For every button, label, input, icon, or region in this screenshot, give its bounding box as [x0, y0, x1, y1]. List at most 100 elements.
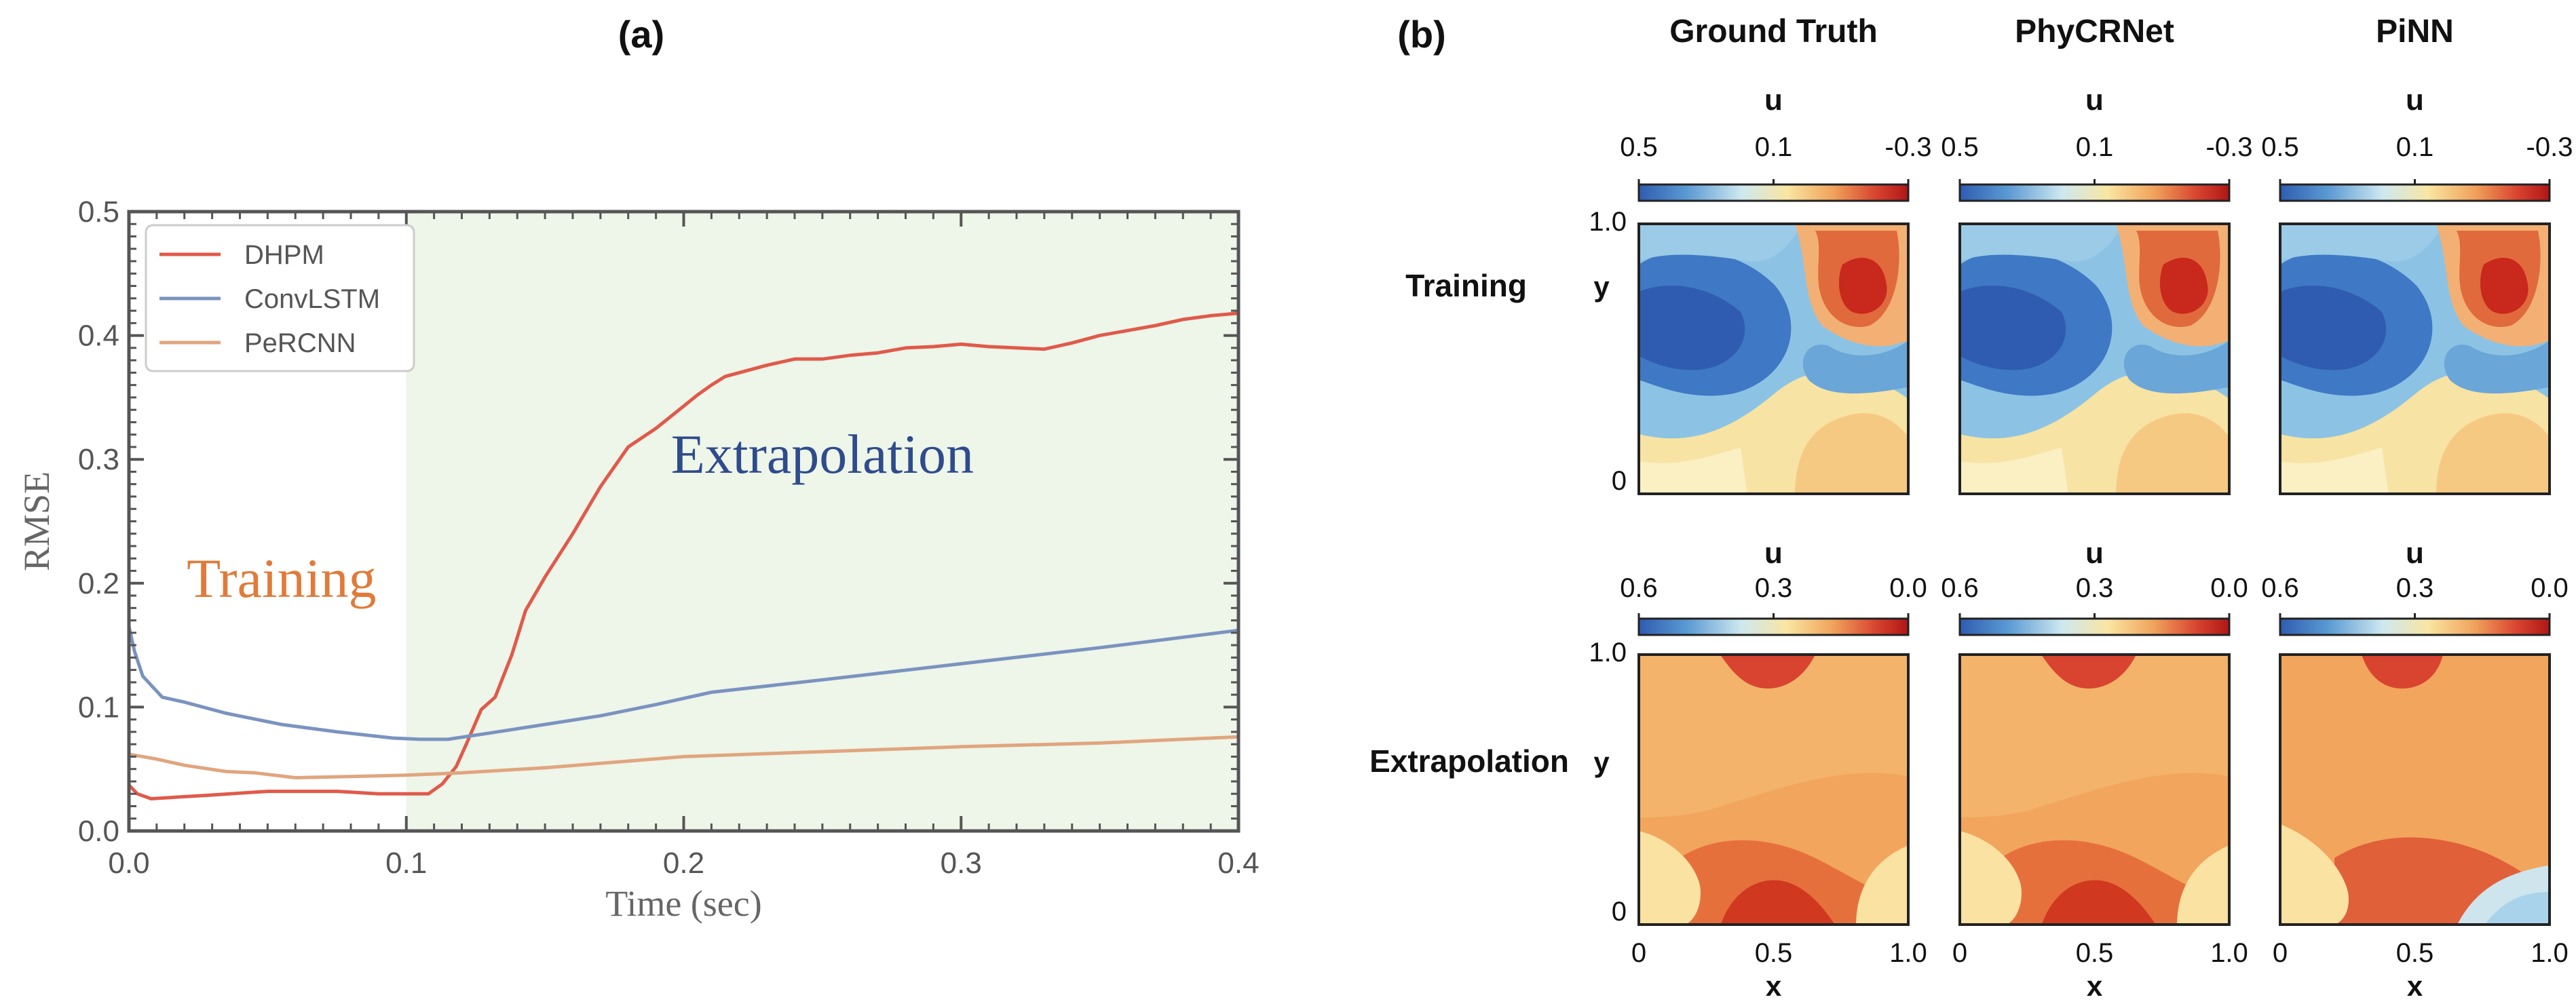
legend-box: [145, 224, 415, 372]
field-plot-1-0: [1637, 653, 1910, 926]
x-tick-label: 0: [1631, 938, 1646, 968]
colorbar-tick-label: 0.6: [2261, 573, 2299, 603]
field-frame: [1958, 653, 2231, 926]
colorbar: [2279, 617, 2551, 636]
colorbar-title: u: [1764, 83, 1783, 117]
field-heatmap: [2280, 224, 2550, 494]
field-comparison-grid: Ground Truth PhyCRNet PiNN Training u 0.5 0.1 -…: [1369, 14, 2573, 1002]
x-tick-label: 0.5: [1755, 938, 1793, 968]
legend-label-dhpm: DHPM: [244, 240, 324, 270]
colorbar-tick-label: 0.1: [2076, 132, 2114, 162]
field-plot-1-1: [1958, 653, 2231, 926]
colorbar-title: u: [2085, 83, 2104, 117]
x-tick-label: 0.3: [941, 847, 982, 880]
y-axis-label: RMSE: [16, 471, 57, 571]
y-tick-label: 0: [1612, 466, 1627, 496]
colorbar-tick-label: -0.3: [1885, 132, 1932, 162]
x-tick-label: 0.2: [663, 847, 704, 880]
series-line-convlstm: [127, 626, 1239, 741]
colorbar-title: u: [2406, 83, 2424, 117]
y-axis-label: y: [1593, 271, 1610, 303]
series-line-dhpm: [128, 311, 1239, 800]
colorbar-tick-label: 0.5: [1941, 132, 1979, 162]
legend-label-convlstm: ConvLSTM: [244, 284, 380, 314]
x-tick-label: 0.0: [108, 847, 149, 880]
colorbar: [1958, 617, 2231, 636]
colorbar-tick-label: 0.6: [1941, 573, 1979, 603]
rmse-line-chart: 0.0 0.1 0.2 0.3 0.4 0.0 0.1 0.2 0.3 0.4 0.5 Traini…: [16, 195, 1259, 924]
y-tick-label: 1.0: [1589, 207, 1627, 237]
colorbar-tick-label: 0.3: [2396, 573, 2434, 603]
x-tick-label: 0.1: [385, 847, 427, 880]
x-axis-label: x: [2087, 970, 2103, 1002]
colorbar: [1637, 617, 1910, 636]
field-heatmap: [1960, 655, 2229, 925]
colorbar-tick-label: 0.5: [2261, 132, 2299, 162]
colorbar-tick-label: -0.3: [2526, 132, 2573, 162]
legend-label-percnn: PeRCNN: [244, 328, 356, 358]
x-tick-label: 1.0: [1889, 938, 1927, 968]
x-tick-label: 0.5: [2076, 938, 2114, 968]
colorbar-title: u: [1764, 537, 1783, 570]
colorbar-tick-label: 0.0: [2210, 573, 2248, 603]
column-title: Ground Truth: [1669, 14, 1878, 50]
colorbar-tick-label: 0.1: [2396, 132, 2434, 162]
field-frame: [2279, 222, 2551, 495]
x-axis-label: x: [2407, 970, 2423, 1002]
field-plot-0-0: [1637, 222, 1910, 495]
y-tick-label: 0.5: [78, 195, 119, 229]
field-frame: [1958, 222, 2231, 495]
x-tick-label: 1.0: [2210, 938, 2248, 968]
training-region-label: Training: [187, 547, 376, 609]
colorbar-tick-label: 0.0: [1889, 573, 1927, 603]
colorbar-title: u: [2406, 537, 2424, 570]
y-tick-label: 0.3: [78, 443, 119, 476]
panel-b-label: (b): [1397, 13, 1446, 56]
y-tick-label: 0.1: [78, 691, 119, 724]
colorbar-tick-label: 0.5: [1620, 132, 1658, 162]
field-heatmap: [2280, 655, 2550, 925]
x-tick-label: 0.5: [2396, 938, 2434, 968]
x-tick-label: 0.4: [1217, 847, 1259, 880]
colorbar: [1637, 183, 1910, 202]
row-label: Training: [1405, 268, 1527, 303]
colorbar-tick-label: 0.3: [2076, 573, 2114, 603]
field-plot-1-2: [2279, 653, 2551, 926]
x-tick-label: 0: [1952, 938, 1967, 968]
colorbar-tick-label: 0.0: [2531, 573, 2569, 603]
y-tick-label: 1.0: [1589, 638, 1627, 667]
y-tick-label: 0: [1612, 897, 1627, 927]
field-frame: [1637, 653, 1910, 926]
y-tick-label: 0.4: [78, 319, 119, 353]
field-plot-0-1: [1958, 222, 2231, 495]
panel-a-label: (a): [618, 13, 664, 56]
field-plot-0-2: [2279, 222, 2551, 495]
colorbar-tick-label: 0.3: [1755, 573, 1793, 603]
colorbar-tick-label: 0.1: [1755, 132, 1793, 162]
column-title: PiNN: [2376, 14, 2454, 50]
field-heatmap: [1960, 224, 2229, 494]
y-tick-label: 0.0: [78, 815, 119, 848]
colorbar-tick-label: -0.3: [2206, 132, 2253, 162]
legend: DHPM ConvLSTM PeRCNN: [145, 224, 415, 372]
extrapolation-region-label: Extrapolation: [671, 423, 974, 485]
field-frame: [2279, 653, 2551, 926]
y-axis-label: y: [1593, 746, 1610, 778]
colorbar-tick-label: 0.6: [1620, 573, 1658, 603]
x-axis-label: x: [1766, 970, 1782, 1002]
series-line-percnn: [128, 735, 1239, 779]
colorbar-title: u: [2085, 537, 2104, 570]
colorbar: [2279, 183, 2551, 202]
x-tick-label: 0: [2273, 938, 2288, 968]
field-heatmap: [1639, 224, 1908, 494]
field-frame: [1637, 222, 1910, 495]
x-tick-label: 1.0: [2531, 938, 2569, 968]
row-label: Extrapolation: [1369, 743, 1569, 779]
column-title: PhyCRNet: [2015, 14, 2174, 50]
extrapolation-region: [406, 212, 1238, 831]
y-tick-label: 0.2: [78, 567, 119, 600]
x-axis-label: Time (sec): [605, 883, 761, 924]
colorbar: [1958, 183, 2231, 202]
field-heatmap: [1639, 655, 1908, 925]
